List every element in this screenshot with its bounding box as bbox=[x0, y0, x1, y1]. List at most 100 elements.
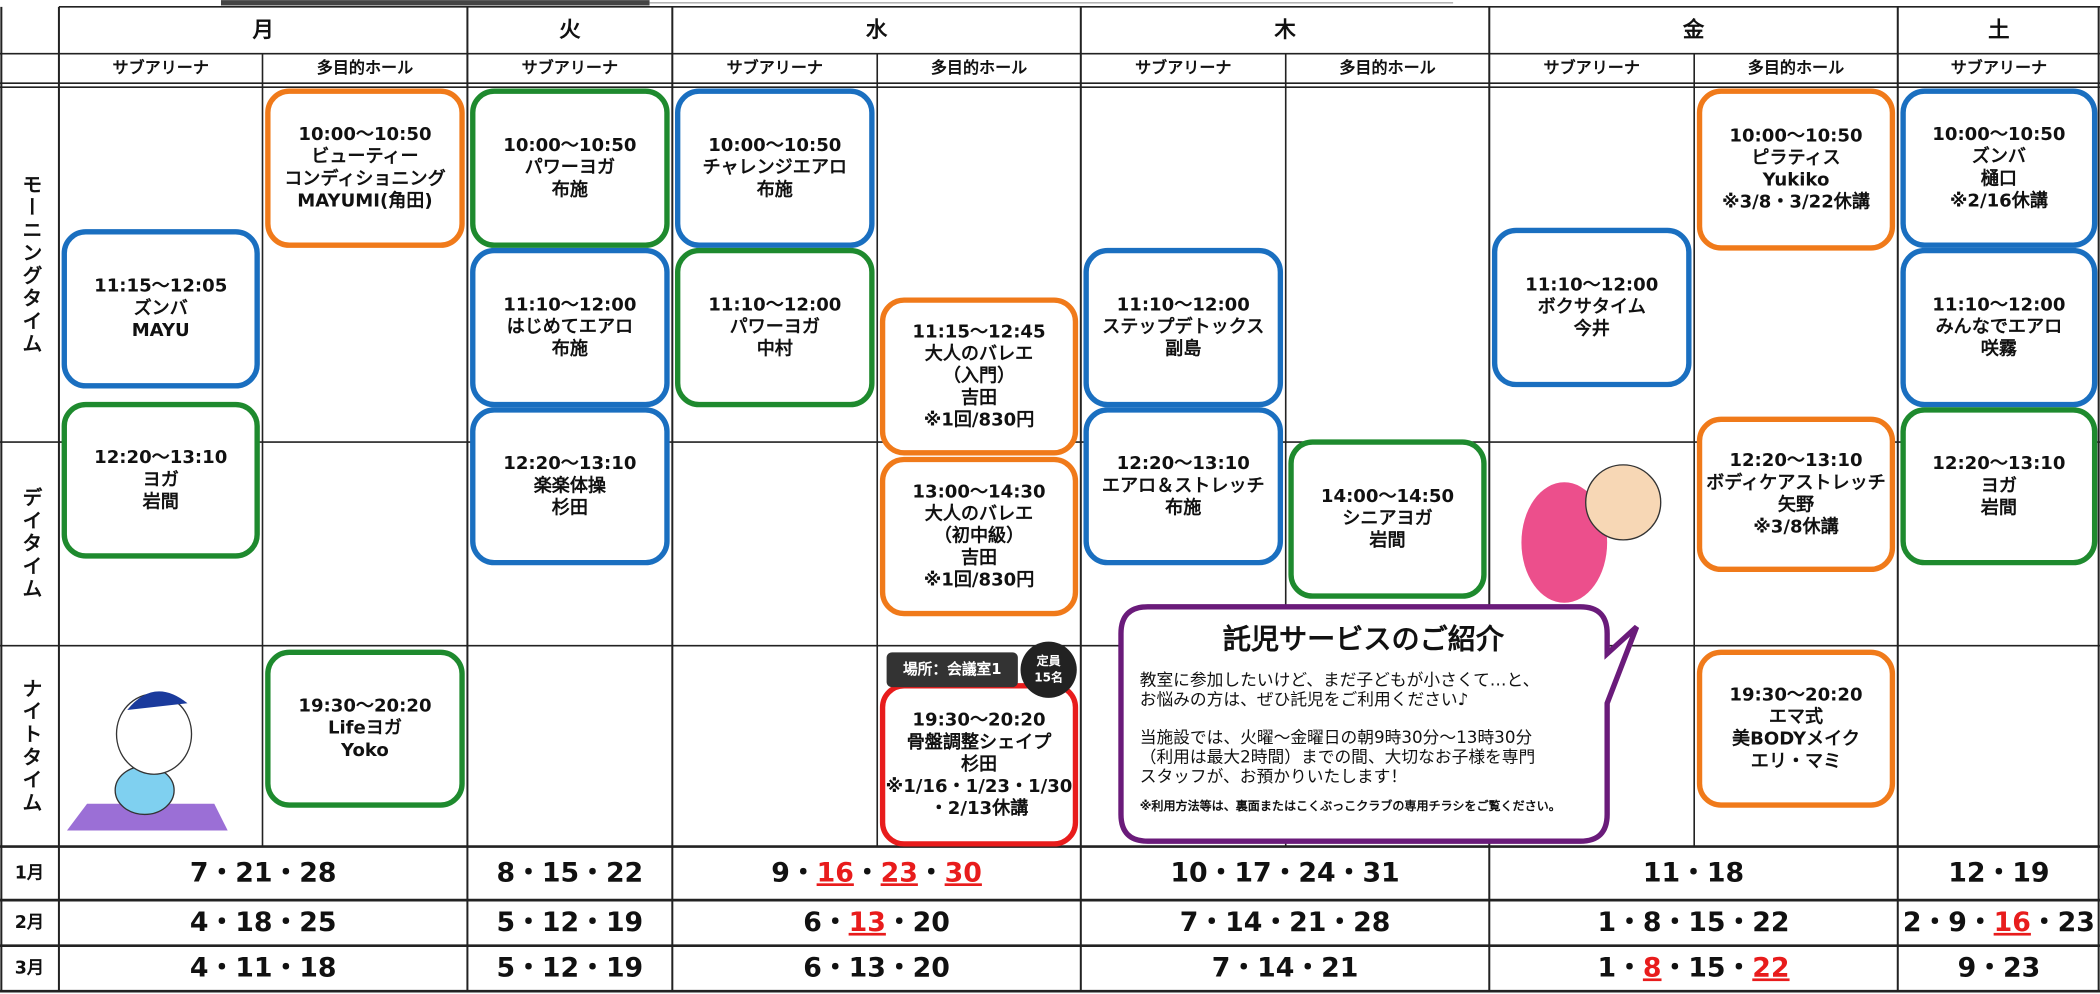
date: 12 bbox=[542, 952, 579, 983]
date: 11 bbox=[235, 952, 272, 983]
date: 23 bbox=[2003, 952, 2040, 983]
month-dates: 7・14・21・28 bbox=[1180, 906, 1391, 937]
class-text: はじめてエアロ bbox=[507, 317, 634, 338]
date: 21 bbox=[1321, 952, 1358, 983]
month-dates: 2・9・16・23 bbox=[1903, 906, 2095, 937]
date: 18 bbox=[299, 952, 336, 983]
date: 15 bbox=[542, 857, 579, 888]
class-text: MAYUMI(角田) bbox=[297, 189, 432, 211]
date: 8 bbox=[1643, 952, 1662, 983]
class-text: エリ・マミ bbox=[1751, 751, 1841, 772]
class-box bbox=[470, 407, 670, 566]
class-box bbox=[265, 88, 465, 248]
class-text: ズンバ bbox=[1972, 145, 2026, 167]
class-text: ・2/13休講 bbox=[930, 797, 1029, 819]
baby bbox=[1585, 464, 1662, 541]
class-box bbox=[879, 297, 1079, 456]
date-separator: ・ bbox=[918, 857, 945, 888]
date-separator: ・ bbox=[208, 857, 235, 888]
date: 9 bbox=[771, 857, 790, 888]
class-text: 12:20～13:10 bbox=[1932, 453, 2065, 474]
class-box bbox=[1900, 88, 2098, 248]
class-text: 12:20～13:10 bbox=[94, 447, 227, 468]
date: 20 bbox=[913, 906, 950, 937]
class-text: Yukiko bbox=[1762, 170, 1830, 191]
month-dates: 7・14・21 bbox=[1212, 952, 1359, 983]
date-separator: ・ bbox=[822, 906, 849, 937]
notice-text: （利用は最大2時間）までの間、大切なお子様を専門 bbox=[1140, 746, 1536, 766]
class-text: 岩間 bbox=[1368, 529, 1405, 551]
date-separator: ・ bbox=[1336, 857, 1363, 888]
date-separator: ・ bbox=[272, 857, 299, 888]
class-text: MAYU bbox=[132, 320, 190, 341]
month-dates: 10・17・24・31 bbox=[1170, 857, 1399, 888]
class-box bbox=[1696, 649, 1896, 808]
class-text: ※1回/830円 bbox=[924, 570, 1035, 591]
class-text: パワーヨガ bbox=[730, 317, 820, 338]
class-text: ボクサタイム bbox=[1538, 296, 1646, 317]
month-label: 1月 bbox=[15, 863, 45, 883]
date: 11 bbox=[1643, 857, 1680, 888]
class-text: 布施 bbox=[1165, 496, 1201, 518]
date-separator: ・ bbox=[1967, 906, 1994, 937]
class-text: 10:00～10:50 bbox=[708, 135, 841, 156]
class-text: 杉田 bbox=[552, 496, 588, 518]
date-separator: ・ bbox=[272, 906, 299, 937]
date: 31 bbox=[1362, 857, 1399, 888]
date-separator: ・ bbox=[854, 857, 881, 888]
class-text: パワーヨガ bbox=[525, 157, 615, 178]
date-separator: ・ bbox=[579, 952, 606, 983]
class-text: 12:20～13:10 bbox=[1117, 453, 1250, 474]
notice-text: 当施設では、火曜～金曜日の朝9時30分～13時30分 bbox=[1140, 727, 1533, 747]
date: 7 bbox=[190, 857, 209, 888]
date: 13 bbox=[849, 906, 886, 937]
date: 6 bbox=[803, 906, 822, 937]
class-box bbox=[879, 456, 1079, 617]
class-box bbox=[1696, 416, 1896, 572]
header-bar bbox=[220, 0, 650, 6]
month-dates: 4・18・25 bbox=[190, 906, 337, 937]
class-text: Yoko bbox=[340, 740, 389, 761]
class-text: 副島 bbox=[1165, 338, 1201, 360]
class-text: 今井 bbox=[1574, 318, 1610, 340]
date: 7 bbox=[1180, 906, 1199, 937]
date: 12 bbox=[542, 906, 579, 937]
class-text: 14:00～14:50 bbox=[1321, 486, 1454, 507]
class-text: 咲霧 bbox=[1981, 338, 2018, 360]
class-text: ヨガ bbox=[1981, 475, 2017, 496]
notice-box bbox=[1118, 604, 1640, 844]
date-separator: ・ bbox=[1326, 906, 1353, 937]
class-text: 19:30～20:20 bbox=[298, 696, 431, 717]
class-text: シニアヨガ bbox=[1342, 508, 1432, 529]
date: 8 bbox=[1643, 906, 1662, 937]
sub-header: サブアリーナ bbox=[113, 58, 209, 77]
sub-header: サブアリーナ bbox=[1544, 58, 1640, 77]
sub-header: 多目的ホール bbox=[931, 58, 1027, 77]
date-separator: ・ bbox=[1662, 906, 1689, 937]
date: 15 bbox=[1688, 952, 1725, 983]
class-text: 杉田 bbox=[961, 753, 997, 775]
notice-text: お悩みの方は、ぜひ託児をご利用ください♪ bbox=[1140, 689, 1469, 709]
notice-text: 教室に参加したいけど、まだ子どもが小さくて…と、 bbox=[1140, 669, 1540, 689]
month-dates: 4・11・18 bbox=[190, 952, 337, 983]
class-box bbox=[1288, 439, 1487, 599]
sub-header: サブアリーナ bbox=[522, 58, 618, 77]
date: 28 bbox=[299, 857, 336, 888]
date-separator: ・ bbox=[1616, 952, 1643, 983]
month-dates: 6・13・20 bbox=[803, 906, 950, 937]
date-separator: ・ bbox=[1230, 952, 1257, 983]
month-dates: 5・12・19 bbox=[497, 906, 644, 937]
class-text: 11:15～12:45 bbox=[912, 321, 1045, 342]
month-dates: 7・21・28 bbox=[190, 857, 337, 888]
date-separator: ・ bbox=[1262, 906, 1289, 937]
class-box bbox=[1696, 88, 1896, 251]
date: 12 bbox=[1948, 857, 1985, 888]
date-separator: ・ bbox=[1680, 857, 1707, 888]
month-dates: 6・13・20 bbox=[803, 952, 950, 983]
class-text: エアロ＆ストレッチ bbox=[1102, 475, 1265, 496]
date-separator: ・ bbox=[886, 906, 913, 937]
date: 5 bbox=[497, 906, 516, 937]
class-box bbox=[1900, 407, 2098, 566]
mascot-cap bbox=[127, 691, 188, 710]
